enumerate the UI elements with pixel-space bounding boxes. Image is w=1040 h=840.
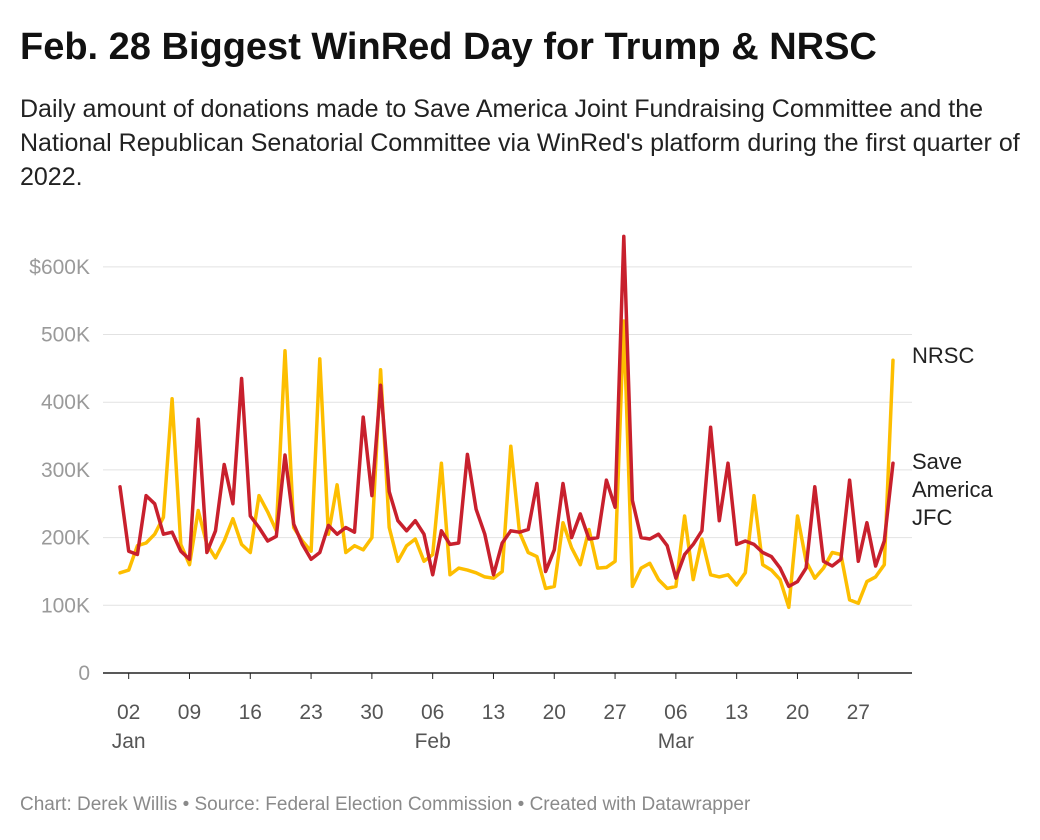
series-line-nrsc — [118, 319, 895, 610]
series-lines — [118, 234, 895, 610]
x-tick-label: 06 — [664, 701, 687, 724]
line-chart: 0 100K 200K 300K 400K 500K $600K 02 Jan 09 16 23 30… — [29, 234, 993, 753]
x-month-label: Jan — [112, 730, 146, 753]
series-label: Save — [912, 449, 962, 474]
x-tick-label: 13 — [725, 701, 748, 724]
chart-title: Feb. 28 Biggest WinRed Day for Trump & N… — [20, 26, 877, 68]
x-tick-label: 20 — [786, 701, 809, 724]
x-tick-label: 23 — [299, 701, 322, 724]
y-tick-label: 200K — [41, 527, 90, 550]
chart-footer: Chart: Derek Willis • Source: Federal El… — [20, 794, 751, 815]
series-labels: NRSC Save America JFC — [912, 343, 993, 530]
x-tick-label: 16 — [239, 701, 262, 724]
x-tick-label: 13 — [482, 701, 505, 724]
y-tick-label: 300K — [41, 459, 90, 482]
x-tick-label: 20 — [543, 701, 566, 724]
series-label: JFC — [912, 505, 952, 530]
series-label: America — [912, 477, 993, 502]
x-month-label: Mar — [658, 730, 694, 753]
x-axis-ticks: 02 Jan 09 16 23 30 06 Feb 13 20 27 06 Mar 13 20 27 — [112, 673, 870, 753]
chart-subtitle: Daily amount of donations made to Save A… — [20, 95, 1020, 191]
series-label: NRSC — [912, 343, 974, 368]
x-tick-label: 27 — [603, 701, 626, 724]
y-tick-label: 400K — [41, 391, 90, 414]
x-tick-label: 30 — [360, 701, 383, 724]
y-axis-ticks: 0 100K 200K 300K 400K 500K $600K — [29, 256, 90, 685]
series-line-save-america-jfc — [118, 234, 895, 589]
y-tick-label: $600K — [29, 256, 90, 279]
y-tick-label: 100K — [41, 594, 90, 617]
y-tick-label: 500K — [41, 324, 90, 347]
x-month-label: Feb — [415, 730, 451, 753]
x-tick-label: 09 — [178, 701, 201, 724]
x-tick-label: 02 — [117, 701, 140, 724]
grid-lines — [103, 266, 912, 674]
x-tick-label: 27 — [847, 701, 870, 724]
x-tick-label: 06 — [421, 701, 444, 724]
y-tick-label: 0 — [78, 662, 90, 685]
